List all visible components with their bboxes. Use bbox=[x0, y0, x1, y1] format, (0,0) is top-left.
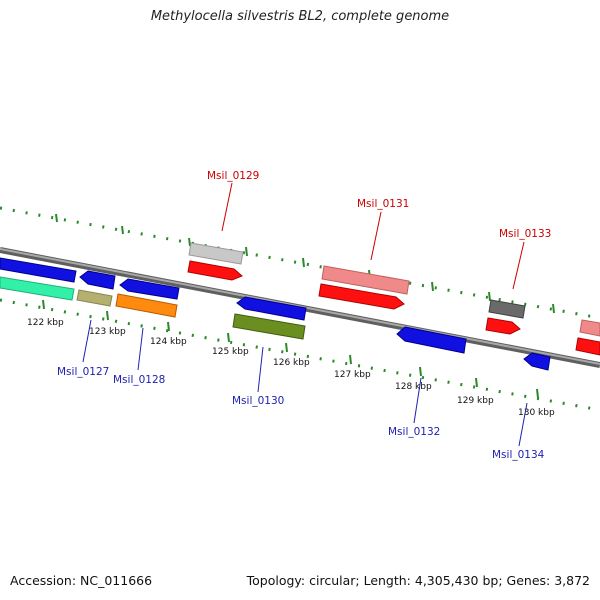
feature-msil-0135-gene[interactable] bbox=[575, 337, 600, 356]
tick-label: 127 kbp bbox=[334, 370, 371, 380]
outer-tick-ring bbox=[0, 206, 600, 320]
tick-label: 130 kbp bbox=[518, 408, 555, 418]
reverse-features bbox=[0, 270, 551, 371]
feature-msil-0127-cds[interactable] bbox=[76, 289, 113, 307]
gene-label-msil-0134[interactable]: Msil_0134 bbox=[492, 449, 545, 461]
gene-label-msil-0131[interactable]: Msil_0131 bbox=[357, 198, 409, 210]
inner-tick-ring bbox=[0, 298, 600, 412]
feature-msil-0130-cds[interactable] bbox=[232, 313, 306, 340]
feature-msil-0131-gene[interactable] bbox=[318, 283, 405, 310]
tick-label: 125 kbp bbox=[212, 347, 249, 357]
feature-left-cds[interactable] bbox=[0, 276, 75, 301]
inner-major-ticks bbox=[42, 299, 539, 399]
gene-label-msil-0130[interactable]: Msil_0130 bbox=[232, 395, 284, 407]
tick-labels: 122 kbp 123 kbp 124 kbp 125 kbp 126 kbp … bbox=[27, 318, 555, 418]
tick-label: 126 kbp bbox=[273, 358, 310, 368]
tick-label: 122 kbp bbox=[27, 318, 64, 328]
feature-msil-0128-gene[interactable] bbox=[119, 278, 180, 300]
gene-label-msil-0132[interactable]: Msil_0132 bbox=[388, 426, 440, 438]
feature-msil-0130-gene[interactable] bbox=[236, 296, 307, 321]
feature-msil-0132-gene[interactable] bbox=[396, 326, 467, 354]
feature-msil-0129-gene[interactable] bbox=[187, 260, 243, 281]
gene-label-msil-0133[interactable]: Msil_0133 bbox=[499, 228, 551, 240]
gene-label-msil-0129[interactable]: Msil_0129 bbox=[207, 170, 259, 182]
feature-msil-0131-cds[interactable] bbox=[321, 265, 410, 295]
outer-major-ticks bbox=[55, 213, 555, 314]
tick-label: 124 kbp bbox=[150, 337, 187, 347]
callout-lines bbox=[82, 182, 528, 447]
feature-msil-0133-cds[interactable] bbox=[488, 299, 526, 319]
feature-msil-0127-gene[interactable] bbox=[79, 270, 116, 290]
gene-label-msil-0128[interactable]: Msil_0128 bbox=[113, 374, 165, 386]
feature-left-forward-gene[interactable] bbox=[0, 257, 77, 283]
feature-msil-0135-cds[interactable] bbox=[579, 319, 600, 337]
genome-summary-text: Topology: circular; Length: 4,305,430 bp… bbox=[246, 573, 590, 588]
map-title: Methylocella silvestris BL2, complete ge… bbox=[150, 9, 450, 24]
feature-msil-0133-gene[interactable] bbox=[485, 317, 521, 335]
feature-msil-0128-cds[interactable] bbox=[115, 293, 178, 318]
tick-label: 129 kbp bbox=[457, 396, 494, 406]
forward-features bbox=[0, 242, 600, 356]
accession-text: Accession: NC_011666 bbox=[10, 573, 153, 588]
gene-labels: Msil_0127 Msil_0128 Msil_0129 Msil_0130 … bbox=[57, 170, 551, 461]
gene-label-msil-0127[interactable]: Msil_0127 bbox=[57, 366, 109, 378]
feature-msil-0129-cds[interactable] bbox=[188, 242, 244, 265]
tick-label: 128 kbp bbox=[395, 382, 432, 392]
feature-msil-0134-gene[interactable] bbox=[523, 352, 551, 371]
tick-label: 123 kbp bbox=[89, 327, 126, 337]
